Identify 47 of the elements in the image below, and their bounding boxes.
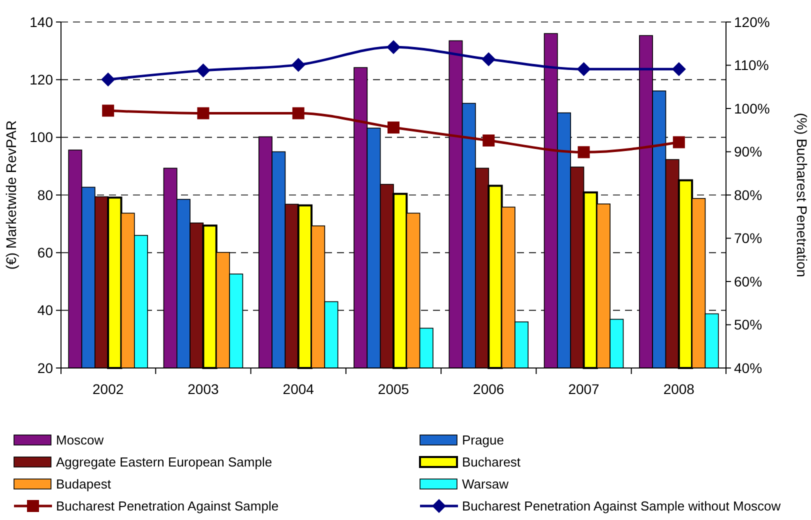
x-tick-label: 2008 bbox=[663, 381, 695, 397]
point bbox=[197, 107, 210, 120]
point bbox=[101, 72, 116, 87]
point bbox=[102, 104, 114, 117]
y2-tick-label: 80% bbox=[734, 186, 762, 203]
y-tick-label: 120 bbox=[30, 72, 54, 88]
y2-axis-title: (%) Bucharest Penetration bbox=[794, 112, 810, 278]
y-tick-label: 140 bbox=[30, 14, 54, 30]
point bbox=[482, 134, 495, 147]
y2-tick-label: 40% bbox=[734, 360, 762, 376]
y2-tick-label: 120% bbox=[734, 14, 770, 30]
point bbox=[292, 107, 304, 120]
y-tick-label: 20 bbox=[37, 360, 54, 376]
y-tick-label: 40 bbox=[37, 302, 54, 318]
y2-tick-label: 70% bbox=[734, 230, 762, 246]
y2-tick-label: 90% bbox=[734, 144, 762, 160]
y-tick-label: 100 bbox=[30, 129, 54, 146]
legend-label: Aggregate Eastern European Sample bbox=[56, 454, 272, 470]
legend-label: Budapest bbox=[56, 476, 112, 492]
point bbox=[482, 52, 496, 66]
legend-label: Bucharest bbox=[462, 454, 521, 470]
x-tick-label: 2003 bbox=[188, 381, 220, 397]
x-tick-label: 2005 bbox=[378, 381, 410, 397]
x-tick-label: 2002 bbox=[92, 381, 124, 397]
y-axis-title: (€) Marketwide RevPAR bbox=[3, 120, 19, 270]
y2-tick-label: 50% bbox=[734, 316, 762, 333]
point bbox=[196, 63, 210, 78]
x-tick-label: 2007 bbox=[568, 381, 600, 397]
point bbox=[291, 58, 306, 72]
legend-label: Prague bbox=[462, 432, 504, 448]
y-tick-label: 60 bbox=[37, 244, 54, 261]
point bbox=[386, 40, 400, 54]
x-tick-label: 2004 bbox=[282, 381, 314, 397]
legend-label: Bucharest Penetration Against Sample without Moscow bbox=[462, 498, 782, 514]
y2-tick-label: 60% bbox=[734, 273, 762, 290]
legend-label: Warsaw bbox=[462, 476, 510, 492]
legend-label: Moscow bbox=[56, 432, 104, 448]
y-tick-label: 80 bbox=[37, 186, 54, 203]
point bbox=[388, 122, 400, 134]
point bbox=[576, 62, 591, 76]
point bbox=[672, 136, 685, 148]
y2-tick-label: 110% bbox=[734, 57, 769, 74]
point bbox=[578, 146, 590, 158]
point bbox=[672, 62, 686, 76]
legend-label: Bucharest Penetration Against Sample bbox=[56, 498, 279, 514]
x-tick-label: 2006 bbox=[473, 381, 504, 397]
y2-tick-label: 100% bbox=[734, 100, 770, 116]
